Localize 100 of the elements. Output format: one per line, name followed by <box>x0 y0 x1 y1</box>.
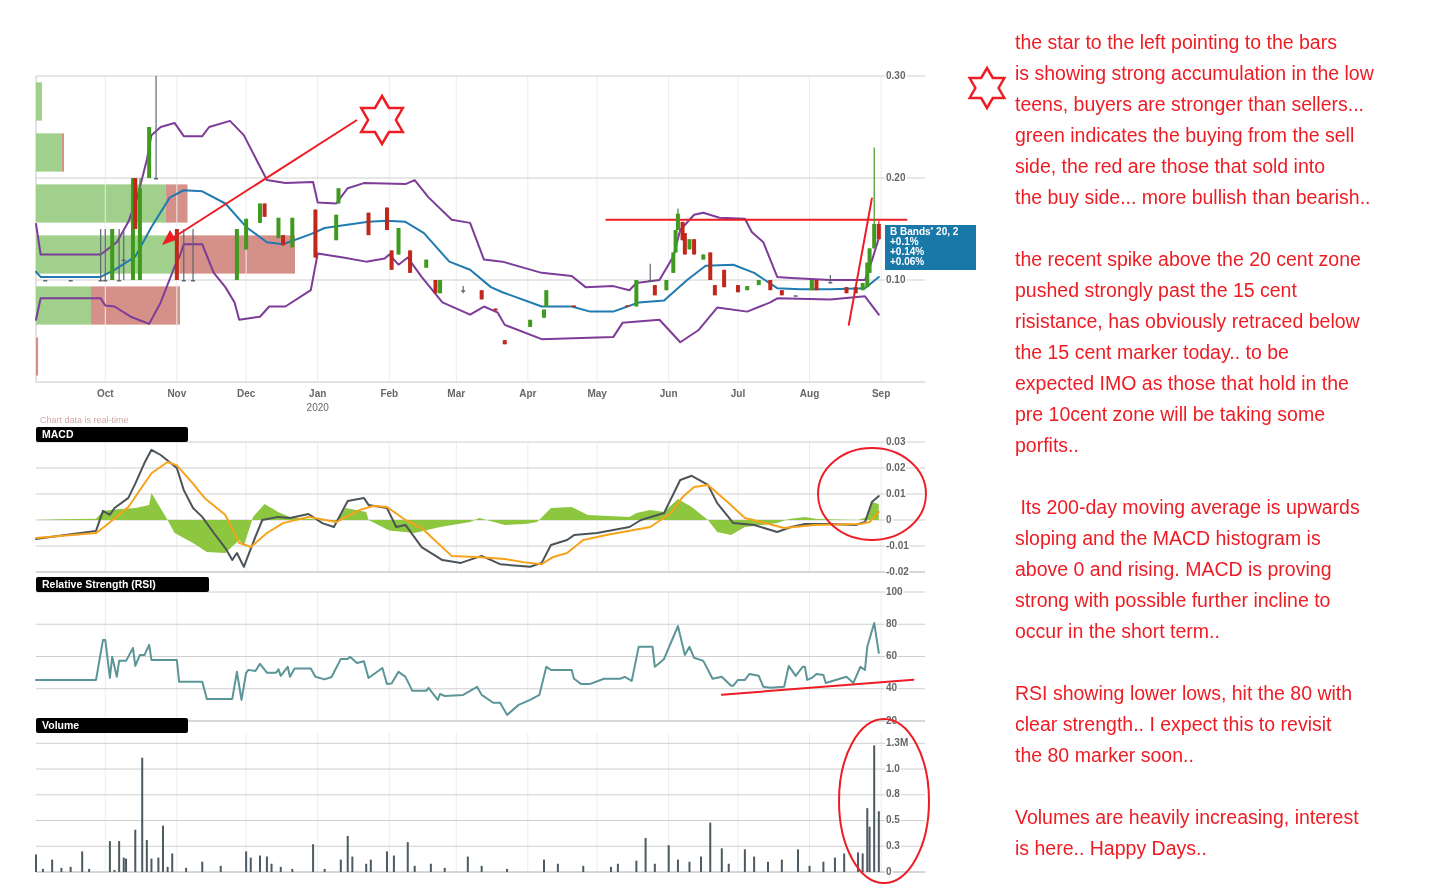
bar <box>201 861 204 872</box>
bar <box>351 856 354 872</box>
bar <box>90 286 180 325</box>
bar <box>843 853 846 872</box>
bar <box>265 856 268 872</box>
x-tick-label: Jan 2020 <box>306 388 330 413</box>
bar <box>245 851 248 872</box>
bar <box>556 863 559 872</box>
bar <box>720 848 723 872</box>
y-tick-label: 1.3M <box>886 736 909 748</box>
y-tick-label: 0.01 <box>886 487 906 499</box>
bar <box>877 811 880 872</box>
x-tick-label: May <box>587 388 608 399</box>
candlestick <box>181 228 186 282</box>
candlestick <box>408 249 413 274</box>
bar <box>780 859 783 872</box>
bar <box>866 808 869 872</box>
y-tick-label: 40 <box>886 682 898 694</box>
annotation: +0.06% <box>890 256 925 267</box>
x-tick-label: Feb <box>380 388 399 399</box>
bar <box>113 869 116 872</box>
y-tick-label: 1.0 <box>886 762 901 774</box>
bar <box>219 865 222 872</box>
candlestick <box>389 249 394 271</box>
x-tick-label: Jul <box>730 388 746 399</box>
x-tick-label: Apr <box>519 388 537 399</box>
bar <box>653 863 656 872</box>
bar <box>616 863 619 872</box>
bar <box>270 863 273 872</box>
line-series <box>35 621 880 716</box>
y-tick-label: 0.10 <box>886 273 906 285</box>
bar <box>346 835 349 872</box>
x-tick-label: Dec <box>236 388 256 399</box>
bar <box>69 866 72 872</box>
bar <box>88 868 91 872</box>
bar <box>797 849 799 872</box>
bar <box>51 859 54 872</box>
bar <box>125 858 128 872</box>
bar <box>323 868 326 872</box>
bar <box>543 859 545 872</box>
bar <box>61 133 64 172</box>
bar <box>35 854 37 872</box>
bar <box>413 865 416 872</box>
bar <box>365 863 368 872</box>
y-tick-label: 0.02 <box>886 461 906 473</box>
bar <box>279 866 282 872</box>
bar <box>134 829 137 872</box>
bar <box>506 868 509 872</box>
bar <box>118 841 121 872</box>
annotation: +0.14% <box>890 246 925 257</box>
candlestick <box>98 228 103 282</box>
bar <box>145 840 148 872</box>
bar <box>108 841 111 872</box>
y-tick-label: 0.8 <box>886 788 901 800</box>
bar <box>700 856 703 872</box>
line-series <box>35 119 880 292</box>
bar <box>157 857 160 872</box>
y-tick-label: 80 <box>886 617 898 629</box>
bar <box>141 757 144 872</box>
bar <box>171 853 174 872</box>
y-tick-label: 60 <box>886 650 898 662</box>
bar <box>258 855 261 872</box>
y-tick-label: 0.3 <box>886 839 901 851</box>
x-tick-label: Aug <box>799 388 820 399</box>
bar <box>753 856 756 872</box>
annotation: B Bands$^{*}$ 20, 2 <box>890 225 959 237</box>
candlestick <box>117 228 122 282</box>
y-tick-label: 100 <box>886 585 904 597</box>
x-tick-label: Mar <box>447 388 466 399</box>
bar <box>385 851 388 872</box>
bar <box>635 860 638 872</box>
y-tick-label: -0.02 <box>886 565 910 577</box>
bar <box>833 857 836 872</box>
bar <box>429 863 432 872</box>
bar <box>81 851 84 872</box>
x-tick-label: Nov <box>167 388 187 399</box>
candlestick <box>103 228 108 282</box>
text: RSI showing lower lows, hit the 80 with clear strength.. I expect this to revisit the 80 marker soon.. <box>1015 682 1353 766</box>
bar <box>688 861 691 872</box>
bar <box>443 867 446 872</box>
bar <box>480 865 483 872</box>
bar <box>41 868 44 872</box>
y-tick-label: 0 <box>886 865 892 877</box>
bar <box>185 867 188 872</box>
bar <box>60 867 63 872</box>
bar <box>667 845 670 872</box>
bar <box>582 865 585 872</box>
y-tick-label: -0.01 <box>886 539 910 551</box>
text: Its 200-day moving average is upwards sloping and the MACD histogram is above 0 and rising. MACD is proving strong with possible further incline to occur in the short term.. <box>1015 496 1360 642</box>
bar <box>249 857 252 872</box>
chart-title: MACD <box>42 428 74 440</box>
bar <box>466 856 469 872</box>
x-tick-label: Oct <box>96 388 115 399</box>
y-tick-label: 0.30 <box>886 69 906 81</box>
bar <box>162 825 164 872</box>
bar <box>392 855 395 872</box>
candlestick <box>191 228 196 282</box>
x-tick-label: Sep <box>871 388 891 399</box>
line-series <box>35 243 880 344</box>
y-tick-label: 0.5 <box>886 814 901 826</box>
